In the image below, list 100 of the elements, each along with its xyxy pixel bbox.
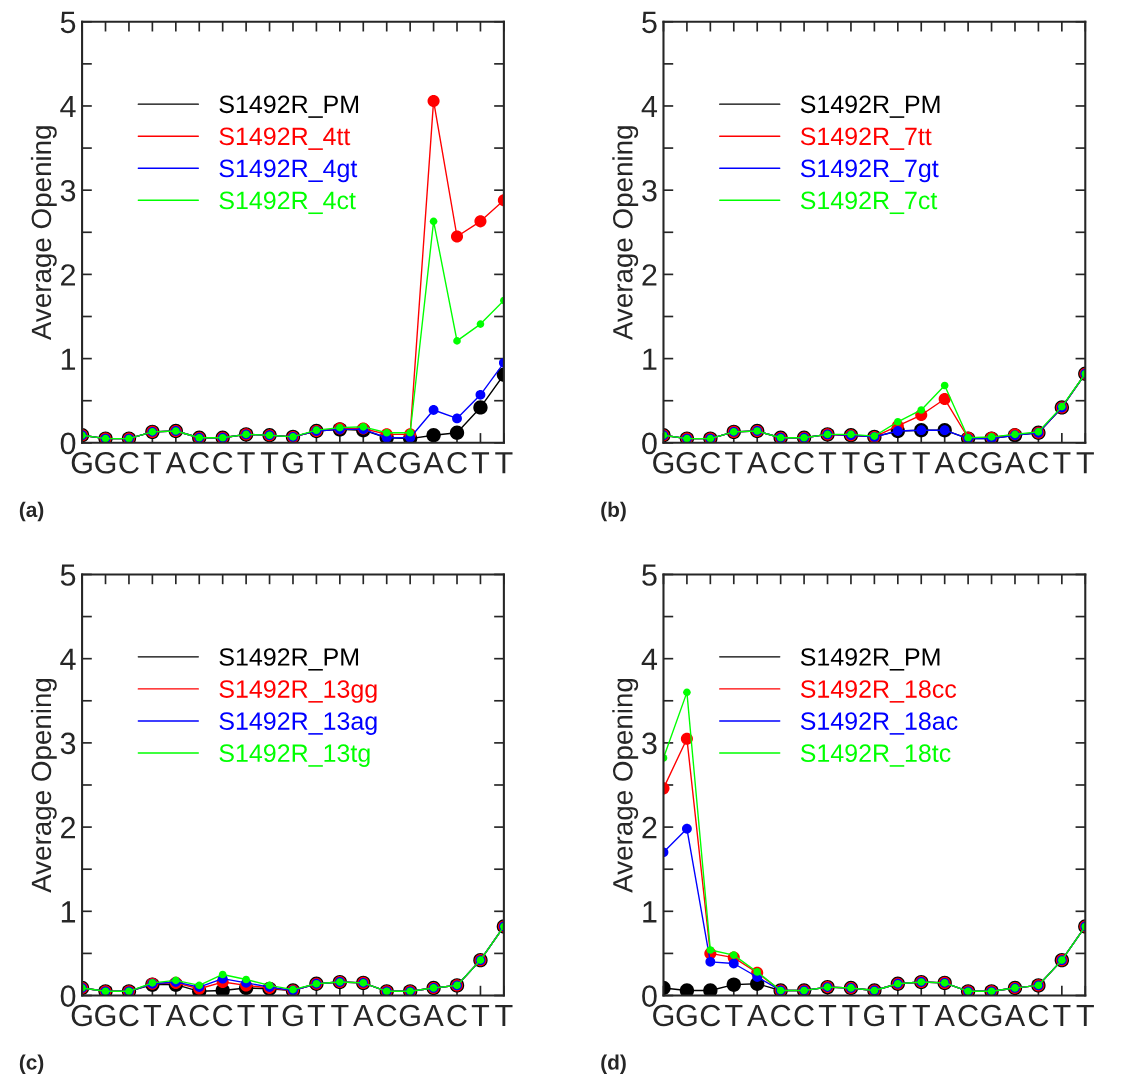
legend-label: S1492R_13tg	[219, 744, 370, 767]
legend-label: S1492R_18tc	[800, 744, 951, 767]
x-tick-label: C	[958, 1004, 978, 1027]
x-tick-label: T	[842, 452, 860, 474]
x-tick-label: A	[934, 1004, 955, 1026]
text: (d)	[601, 1054, 626, 1074]
x-tick-label: G	[399, 1004, 420, 1027]
x-tick-label: T	[725, 1004, 743, 1026]
x-tick-label: T	[143, 452, 162, 474]
x-tick-label: T	[237, 1004, 255, 1026]
x-tick-label: T	[912, 1004, 930, 1026]
x-tick-label: A	[423, 1004, 444, 1026]
x-tick-label: G	[981, 1004, 1002, 1027]
x-tick-label: T	[307, 1004, 326, 1026]
legend-label: S1492R_7ct	[800, 191, 938, 215]
x-tick-label: T	[725, 452, 743, 474]
x-tick-label: T	[842, 1004, 860, 1026]
x-tick-label: T	[471, 452, 490, 474]
y-tick-label: 3	[642, 732, 657, 755]
y-axis-title: Average Opening	[30, 126, 57, 341]
x-tick-label: T	[818, 452, 837, 474]
x-tick-label: C	[119, 451, 139, 474]
x-tick-label: G	[676, 451, 697, 474]
x-tick-label: C	[189, 1004, 210, 1027]
legend-label: S1492R_PM	[800, 648, 940, 671]
y-tick-label: 3	[60, 732, 76, 755]
y-tick-label: 5	[60, 564, 76, 586]
legend-label: S1492R_4gt	[219, 159, 358, 183]
legend-label: S1492R_18cc	[800, 680, 957, 703]
x-tick-label: T	[307, 452, 326, 474]
legend-label: S1492R_7tt	[800, 127, 932, 150]
x-tick-label: T	[1076, 1004, 1094, 1026]
y-tick-label: 1	[61, 348, 76, 370]
y-tick-label: 4	[60, 648, 76, 670]
y-tick-label: 2	[61, 264, 75, 286]
x-tick-label: T	[260, 1004, 279, 1026]
x-tick-label: T	[912, 452, 930, 474]
y-tick-label: 2	[642, 264, 657, 286]
x-tick-label: C	[771, 451, 791, 474]
x-tick-label: T	[143, 1004, 162, 1026]
legend-label: S1492R_13gg	[219, 680, 377, 703]
x-tick-label: T	[331, 1004, 349, 1026]
x-tick-label: A	[353, 452, 374, 474]
legend-label: S1492R_PM	[219, 648, 359, 671]
y-axis-title: Average Opening	[612, 678, 639, 893]
x-tick-label: A	[165, 452, 186, 474]
x-tick-label: T	[331, 452, 349, 474]
x-tick-label: G	[282, 1004, 303, 1027]
legend-label: S1492R_PM	[800, 95, 940, 118]
legend-label: S1492R_7gt	[800, 159, 939, 183]
legend-label: S1492R_4tt	[219, 127, 351, 150]
x-tick-label: A	[423, 452, 444, 474]
legend-label: S1492R_4ct	[219, 191, 356, 215]
x-tick-label: C	[447, 451, 467, 474]
x-tick-label: G	[95, 451, 116, 474]
x-tick-label: A	[353, 1004, 374, 1026]
y-tick-label: 3	[642, 179, 657, 202]
x-tick-label: A	[934, 452, 955, 474]
y-tick-label: 1	[61, 901, 76, 923]
legend-label: S1492R_18ac	[800, 712, 958, 735]
x-tick-label: C	[794, 451, 814, 474]
x-tick-label: G	[676, 1004, 697, 1027]
x-tick-label: G	[282, 451, 303, 474]
y-axis-title: Average Opening	[612, 126, 639, 341]
x-tick-label: T	[495, 452, 513, 474]
x-tick-label: T	[1053, 1004, 1071, 1026]
x-tick-label: C	[213, 451, 233, 474]
x-tick-label: A	[165, 1004, 186, 1026]
x-tick-label: C	[189, 451, 210, 474]
legend-label: S1492R_13ag	[219, 712, 377, 735]
x-tick-label: C	[700, 451, 721, 474]
x-tick-label: T	[818, 1004, 837, 1026]
x-tick-label: A	[1004, 1004, 1026, 1026]
x-tick-label: A	[747, 1004, 768, 1026]
y-tick-label: 4	[60, 96, 76, 118]
x-tick-label: T	[237, 452, 255, 474]
x-tick-label: C	[771, 1004, 791, 1027]
text: (a)	[19, 501, 44, 522]
x-tick-label: G	[95, 1004, 116, 1027]
x-tick-label: G	[864, 451, 884, 474]
x-tick-label: C	[213, 1004, 233, 1027]
y-tick-label: 1	[643, 348, 657, 370]
x-tick-label: T	[1076, 452, 1094, 474]
x-tick-label: G	[399, 451, 420, 474]
x-tick-label: C	[119, 1004, 139, 1027]
x-tick-label: G	[864, 1004, 884, 1027]
y-tick-label: 5	[642, 564, 657, 586]
x-tick-label: C	[958, 451, 978, 474]
x-tick-label: A	[1004, 452, 1026, 474]
y-tick-label: 2	[642, 816, 657, 839]
x-tick-label: C	[794, 1004, 814, 1027]
y-tick-label: 3	[60, 179, 76, 202]
x-tick-label: G	[981, 451, 1002, 474]
x-tick-label: C	[1028, 451, 1049, 474]
legend-label: S1492R_PM	[219, 95, 359, 118]
x-tick-label: T	[1053, 452, 1071, 474]
x-tick-label: T	[889, 1004, 907, 1026]
text: (c)	[19, 1054, 44, 1074]
y-tick-label: 4	[641, 96, 658, 118]
x-tick-label: A	[747, 452, 768, 474]
